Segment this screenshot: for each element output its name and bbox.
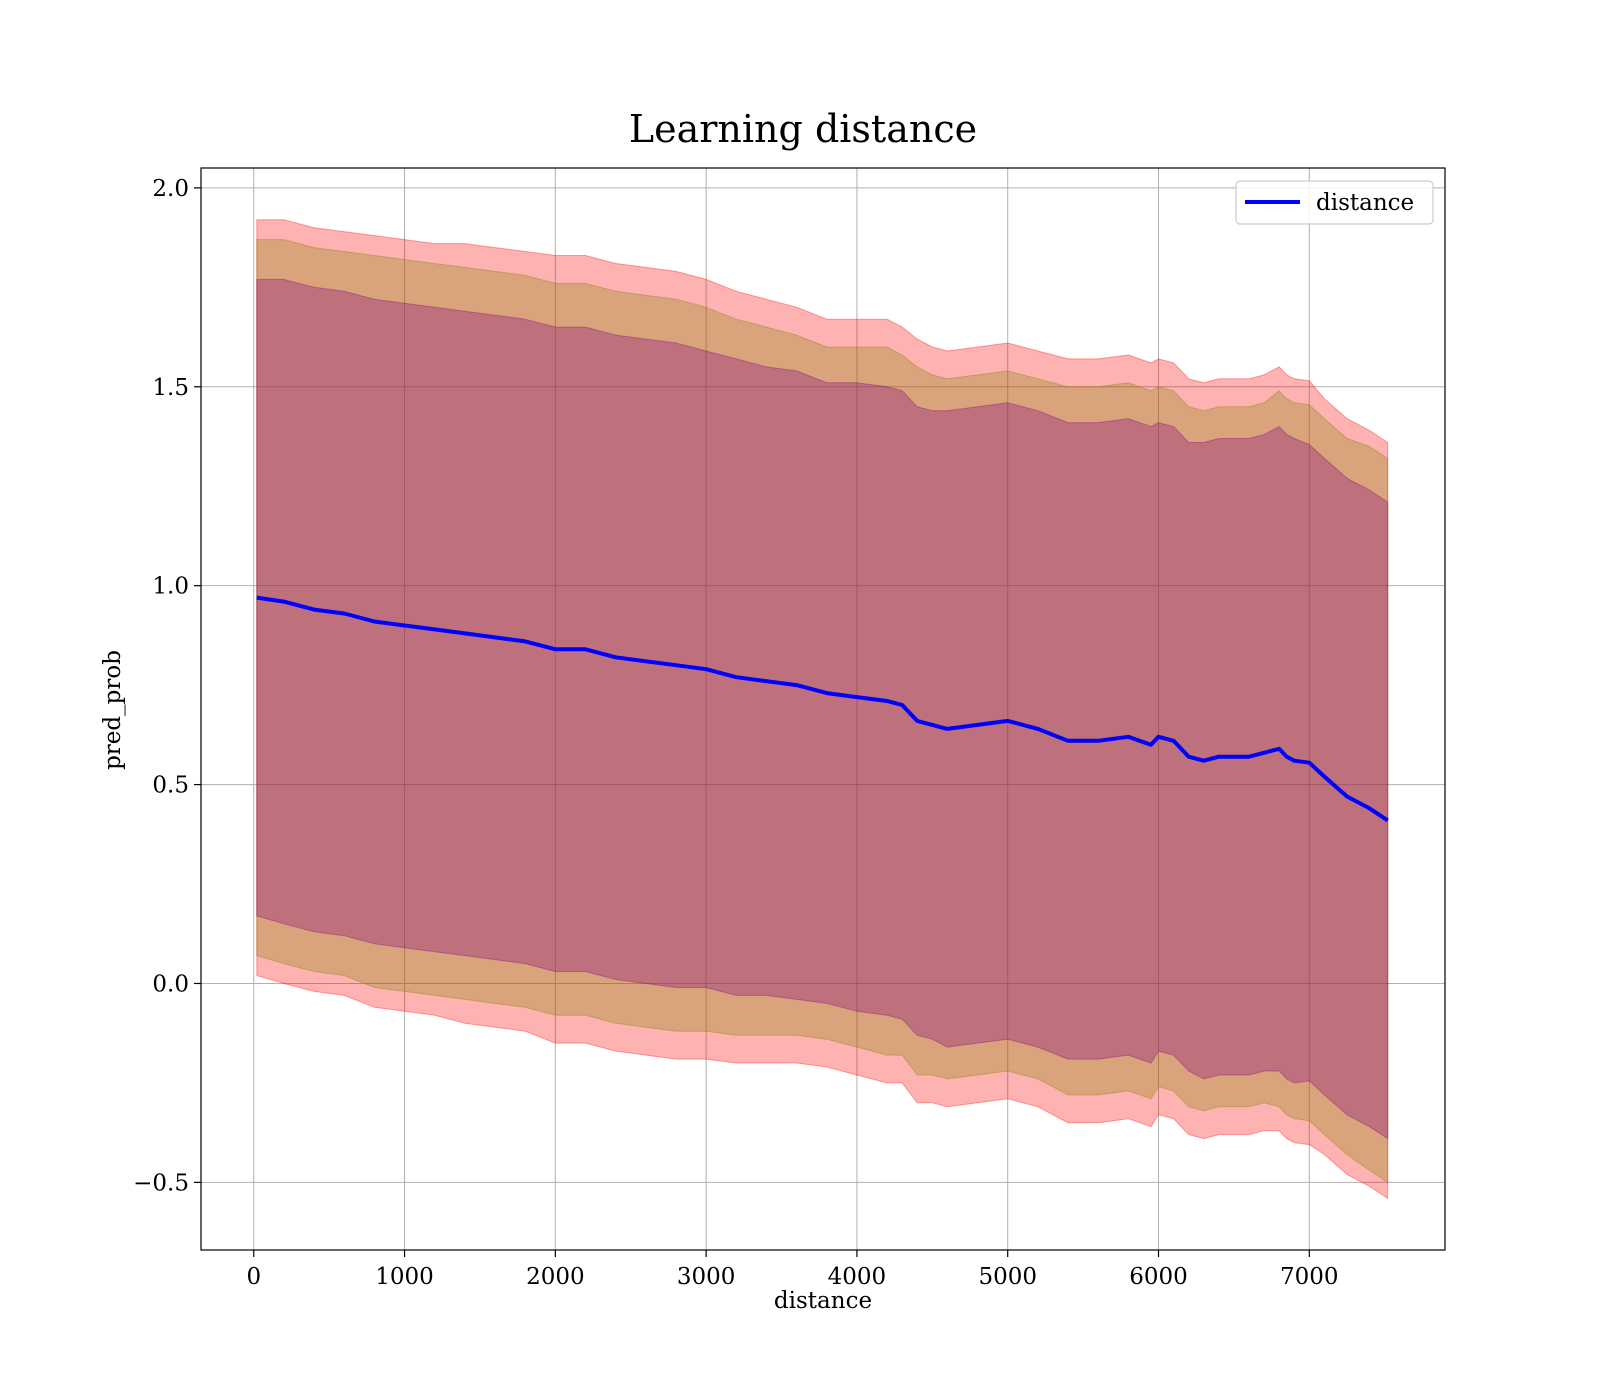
x-tick-label: 4000 xyxy=(828,1264,887,1290)
series-lines xyxy=(256,595,1389,823)
grid xyxy=(201,168,1445,1250)
band-mid xyxy=(256,239,1389,1184)
band-inner xyxy=(256,278,1389,1140)
x-tick-label: 2000 xyxy=(526,1264,585,1290)
band-outer xyxy=(256,219,1389,1200)
legend-box xyxy=(1235,180,1434,225)
confidence-bands xyxy=(256,219,1389,1200)
y-axis-label: pred_prob xyxy=(100,650,126,770)
x-tick-label: 3000 xyxy=(677,1264,736,1290)
y-tick-label: 0.0 xyxy=(152,971,189,997)
y-tick-label: 1.0 xyxy=(152,574,189,600)
legend: distance xyxy=(1235,180,1434,225)
legend-label: distance xyxy=(1316,190,1414,216)
chart-title: Learning distance xyxy=(629,107,977,151)
series-line-distance xyxy=(256,595,1389,823)
y-tick-label: 2.0 xyxy=(152,176,189,202)
x-axis-ticks: 0 1000 2000 3000 4000 5000 6000 7000 xyxy=(246,1250,1339,1290)
y-axis-ticks: −0.5 0.0 0.5 1.0 1.5 2.0 xyxy=(133,176,201,1196)
y-tick-label: 0.5 xyxy=(152,773,189,799)
x-tick-label: 6000 xyxy=(1129,1264,1188,1290)
plot-frame xyxy=(200,167,1446,1251)
x-tick-label: 0 xyxy=(246,1264,261,1290)
y-tick-label: 1.5 xyxy=(152,375,189,401)
x-tick-label: 1000 xyxy=(375,1264,434,1290)
x-tick-label: 7000 xyxy=(1280,1264,1339,1290)
y-tick-label: −0.5 xyxy=(133,1170,189,1196)
x-tick-label: 5000 xyxy=(978,1264,1037,1290)
x-axis-label: distance xyxy=(774,1288,872,1314)
